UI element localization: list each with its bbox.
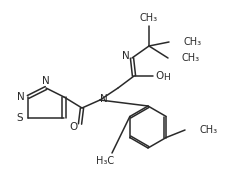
Text: N: N [17, 92, 25, 102]
Text: O: O [155, 71, 163, 81]
Text: N: N [42, 76, 50, 86]
Text: H₃C: H₃C [96, 156, 114, 166]
Text: H: H [163, 72, 169, 81]
Text: N: N [100, 94, 108, 104]
Text: CH₃: CH₃ [199, 125, 217, 135]
Text: CH₃: CH₃ [183, 37, 201, 47]
Text: CH₃: CH₃ [182, 53, 200, 63]
Text: N: N [122, 51, 130, 61]
Text: CH₃: CH₃ [140, 13, 158, 23]
Text: S: S [17, 113, 23, 123]
Text: O: O [69, 122, 77, 132]
